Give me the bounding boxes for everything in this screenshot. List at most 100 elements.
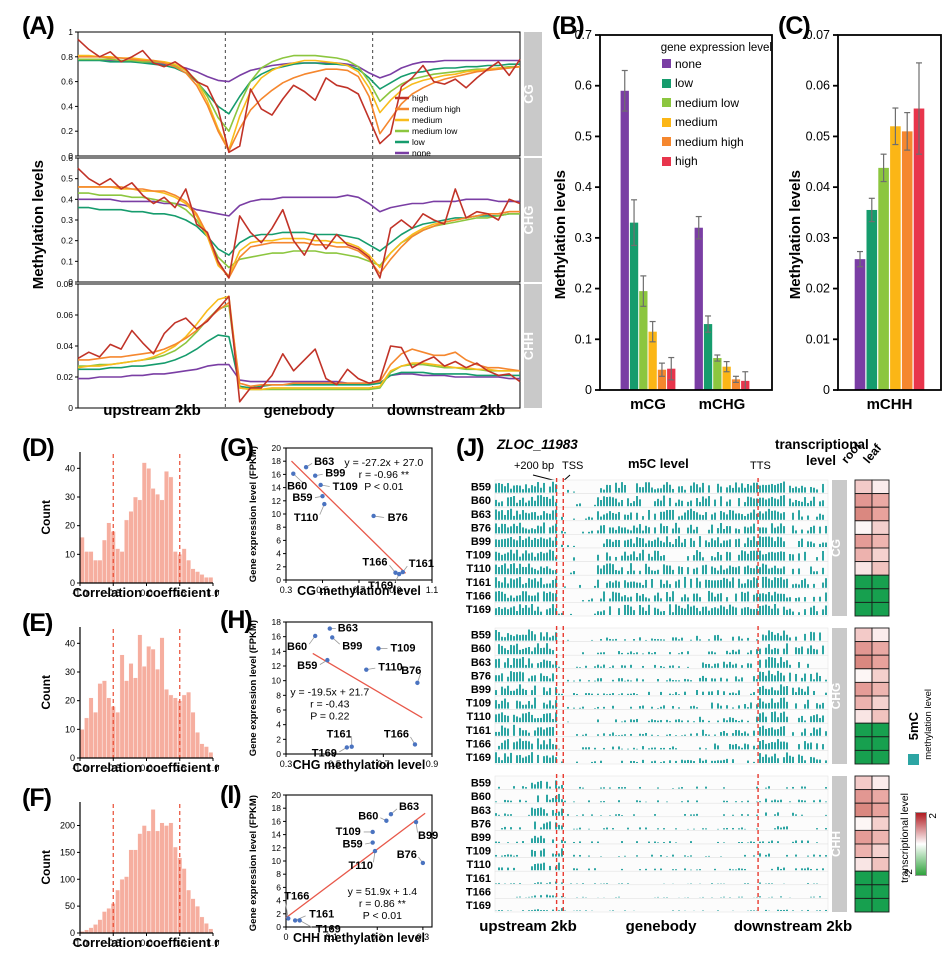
panel-j-transcriptional-header: transcriptional <box>775 437 869 452</box>
heatmap-cell-B76-root <box>854 816 873 831</box>
panel-f-ylabel: Count <box>39 850 53 885</box>
heatmap-cell-B60-root <box>854 789 873 804</box>
panel-a-region-upstream: upstream 2kb <box>103 402 201 419</box>
heatmap-cell-T169-root <box>854 601 873 617</box>
context-strip-label: CHG <box>829 683 843 710</box>
panel-j-region-genebody: genebody <box>625 918 697 935</box>
x-tick-label: 0.3 <box>280 759 293 769</box>
sample-label-T166: T166 <box>466 738 491 750</box>
y-tick-label: 8 <box>276 690 281 700</box>
panel-d-ylabel-wrap: Count <box>38 460 54 575</box>
point-label-T110: T110 <box>378 662 402 674</box>
panel-i-ylabel: Gene expression level (FPKM) <box>247 794 259 932</box>
sample-label-B76: B76 <box>471 522 491 534</box>
legend-item-label: medium low <box>675 95 740 110</box>
heatmap-cell-B63-root <box>854 506 873 522</box>
data-point-T109 <box>318 482 323 488</box>
panel-f-ylabel-wrap: Count <box>38 810 54 925</box>
x-tick-label: 0.5 <box>173 588 186 598</box>
sample-label-B59: B59 <box>471 630 491 642</box>
series-line-medium high <box>78 186 520 279</box>
y-tick-label: 16 <box>272 632 282 642</box>
data-point-B60 <box>313 633 318 639</box>
data-point-T161 <box>349 744 354 749</box>
sample-label-B60: B60 <box>471 495 491 507</box>
scatter-plot: 0 2 4 6 8 10 12 14 16 18 0.3 0.5 0.7 0.9 B60 B63 B99 B59 T… <box>272 617 439 769</box>
stats-line: r = -0.96 ** <box>359 469 410 481</box>
stats-line: P < 0.01 <box>363 910 402 922</box>
heatmap-cell-B63-leaf <box>871 802 890 818</box>
x-tick-label: 0.1 <box>325 932 338 942</box>
sample-label-T109: T109 <box>466 550 491 562</box>
heatmap-cell-B60-leaf <box>871 789 890 804</box>
heatmap-cell-T109-leaf <box>871 695 890 711</box>
panel-d-label: (D) <box>22 434 55 462</box>
heatmap-cell-T166-leaf <box>871 736 890 751</box>
y-tick-label: 2 <box>276 734 281 744</box>
series-line-low <box>78 334 520 389</box>
data-point-B76 <box>415 680 420 686</box>
y-tick-label: 16 <box>272 469 282 479</box>
x-tick-label: 1.0 <box>207 763 220 773</box>
panel-b-legend-items: none low medium low medium medium high high <box>638 54 772 171</box>
heatmap-cell-B63-leaf <box>871 654 890 670</box>
bar-mCHH-medium <box>890 126 901 391</box>
x-tick-label: -1.0 <box>72 938 88 948</box>
heatmap-cell-T109-leaf <box>871 843 890 859</box>
heatmap-block-CG <box>854 479 890 617</box>
y-tick-label: 1 <box>68 27 73 37</box>
point-label-B63: B63 <box>399 801 419 813</box>
point-label-T109: T109 <box>336 826 361 838</box>
line-subplot-CG: 1 0.8 0.6 0.4 0.2 0 CG <box>61 27 542 161</box>
y-tick-label: 0.6 <box>575 79 592 93</box>
heatmap-cell-B99-leaf <box>871 533 890 549</box>
legend-item-label: none <box>675 56 702 71</box>
panel-h-plot: 0 2 4 6 8 10 12 14 16 18 0.3 0.5 0.7 0.9 B60 B63 B99 B59 T… <box>272 617 439 769</box>
histogram: 0 10 20 30 40 -1.0 -0.5 0.0 0.5 1.0 <box>65 627 219 773</box>
sample-label-T110: T110 <box>467 859 491 871</box>
data-point-B60 <box>384 818 389 823</box>
heatmap-cell-B63-leaf <box>871 506 890 522</box>
legend-item-label: none <box>412 148 431 158</box>
legend-5mc-item-wrap: methylation level <box>922 684 934 764</box>
sample-label-T161: T161 <box>466 873 491 885</box>
category-label: mCG <box>630 396 666 413</box>
heatmap-cell-B63-root <box>854 802 873 818</box>
y-tick-label: 0.4 <box>61 194 73 204</box>
panel-b-plot: 0 0.1 0.2 0.3 0.4 0.5 0.6 0.7 mCG mCHG <box>575 28 773 413</box>
heatmap-cell-T109-leaf <box>871 547 890 563</box>
point-label-B76: B76 <box>388 512 408 524</box>
heatmap-cell-T166-root <box>854 884 873 899</box>
point-label-T161: T161 <box>409 558 434 570</box>
heatmap-cell-B76-leaf <box>871 816 890 831</box>
heatmap-cell-T109-root <box>854 695 873 711</box>
y-tick-label: 14 <box>272 646 282 656</box>
x-tick-label: 0.3 <box>417 932 430 942</box>
heatmap-cell-B59-root <box>854 775 873 791</box>
heatmap-cell-B99-leaf <box>871 829 890 845</box>
panel-j-tts-label: TTS <box>750 460 771 472</box>
heatmap-cell-T110-root <box>854 709 873 724</box>
y-tick-label: 0.2 <box>61 236 73 246</box>
bar-mCG-medium <box>648 331 657 390</box>
y-tick-label: 0 <box>68 151 73 161</box>
panel-h-label: (H) <box>220 606 253 634</box>
y-tick-label: 0.02 <box>806 282 830 296</box>
x-tick-label: 1.0 <box>207 938 220 948</box>
y-tick-label: 16 <box>272 816 282 826</box>
panel-f-label: (F) <box>22 784 52 812</box>
point-label-T169: T169 <box>312 747 337 759</box>
x-tick-label: 1.1 <box>426 585 439 595</box>
heatmap-cell-B60-leaf <box>871 493 890 508</box>
data-point-B63 <box>327 626 332 631</box>
x-tick-label: -1.0 <box>72 763 88 773</box>
x-tick-label: -0.5 <box>105 588 121 598</box>
bar-mCG-none <box>620 90 629 391</box>
y-tick-label: 0.03 <box>806 231 830 245</box>
legend-item-high: high <box>638 152 772 172</box>
data-point-T110 <box>364 667 369 672</box>
x-tick-label: 0.3 <box>280 585 293 595</box>
sample-label-T110: T110 <box>467 563 491 575</box>
